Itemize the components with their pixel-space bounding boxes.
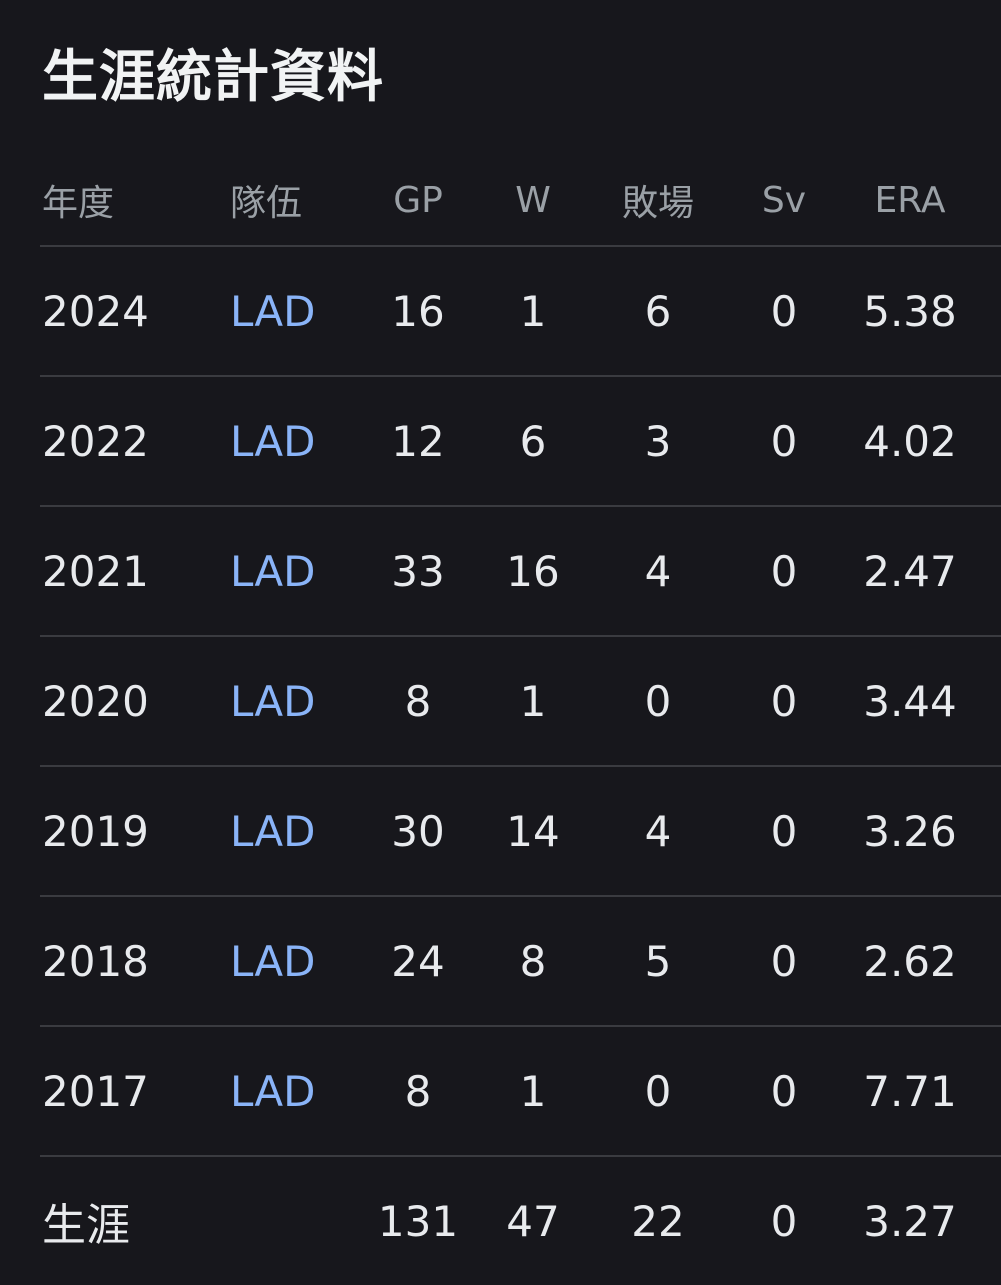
l-cell: 0 xyxy=(644,676,672,726)
gp-cell: 12 xyxy=(391,416,445,466)
table-header-row: 年度 隊伍 GP W 敗場 Sv ERA xyxy=(40,155,1001,245)
sv-cell: 0 xyxy=(770,546,798,596)
header-year: 年度 xyxy=(42,183,115,224)
era-cell: 2.62 xyxy=(863,936,957,986)
w-cell: 1 xyxy=(519,676,547,726)
sv-cell: 0 xyxy=(770,936,798,986)
sv-cell: 0 xyxy=(770,416,798,466)
table-row: 2022 LAD 12 6 3 0 4.02 xyxy=(40,375,1001,505)
gp-cell: 24 xyxy=(391,936,445,986)
table-row: 2019 LAD 30 14 4 0 3.26 xyxy=(40,765,1001,895)
year-cell: 2018 xyxy=(42,936,149,986)
header-l: 敗場 xyxy=(621,183,694,224)
era-cell: 7.71 xyxy=(863,1066,957,1116)
team-link[interactable]: LAD xyxy=(230,416,316,466)
year-cell: 2019 xyxy=(42,806,149,856)
era-cell: 3.26 xyxy=(863,806,957,856)
year-cell: 2020 xyxy=(42,676,149,726)
year-cell: 2022 xyxy=(42,416,149,466)
gp-cell: 16 xyxy=(391,286,445,336)
year-cell: 2024 xyxy=(42,286,149,336)
career-w-cell: 47 xyxy=(506,1196,560,1246)
team-link[interactable]: LAD xyxy=(230,806,316,856)
career-total-row: 生涯 131 47 22 0 3.27 xyxy=(40,1155,1001,1285)
era-cell: 5.38 xyxy=(863,286,957,336)
w-cell: 8 xyxy=(519,936,547,986)
w-cell: 1 xyxy=(519,1066,547,1116)
era-cell: 3.44 xyxy=(863,676,957,726)
career-stats-table: 年度 隊伍 GP W 敗場 Sv ERA 2024 LAD 16 1 6 0 5… xyxy=(40,155,1001,1285)
l-cell: 5 xyxy=(644,936,672,986)
gp-cell: 8 xyxy=(404,676,432,726)
l-cell: 0 xyxy=(644,1066,672,1116)
l-cell: 4 xyxy=(644,546,672,596)
sv-cell: 0 xyxy=(770,1066,798,1116)
team-link[interactable]: LAD xyxy=(230,936,316,986)
table-row: 2020 LAD 8 1 0 0 3.44 xyxy=(40,635,1001,765)
l-cell: 3 xyxy=(644,416,672,466)
w-cell: 1 xyxy=(519,286,547,336)
table-row: 2018 LAD 24 8 5 0 2.62 xyxy=(40,895,1001,1025)
table-row: 2021 LAD 33 16 4 0 2.47 xyxy=(40,505,1001,635)
career-label: 生涯 xyxy=(42,1200,130,1251)
w-cell: 6 xyxy=(519,416,547,466)
gp-cell: 33 xyxy=(391,546,445,596)
career-era-cell: 3.27 xyxy=(863,1196,957,1246)
era-cell: 2.47 xyxy=(863,546,957,596)
page-title: 生涯統計資料 xyxy=(42,45,384,110)
team-link[interactable]: LAD xyxy=(230,286,316,336)
header-era: ERA xyxy=(874,179,946,221)
header-w: W xyxy=(515,179,551,221)
l-cell: 6 xyxy=(644,286,672,336)
team-link[interactable]: LAD xyxy=(230,676,316,726)
career-gp-cell: 131 xyxy=(377,1196,459,1246)
team-link[interactable]: LAD xyxy=(230,1066,316,1116)
career-l-cell: 22 xyxy=(631,1196,685,1246)
header-team: 隊伍 xyxy=(230,183,303,224)
career-sv-cell: 0 xyxy=(770,1196,798,1246)
w-cell: 14 xyxy=(506,806,560,856)
table-row: 2024 LAD 16 1 6 0 5.38 xyxy=(40,245,1001,375)
year-cell: 2021 xyxy=(42,546,149,596)
sv-cell: 0 xyxy=(770,806,798,856)
w-cell: 16 xyxy=(506,546,560,596)
table-row: 2017 LAD 8 1 0 0 7.71 xyxy=(40,1025,1001,1155)
gp-cell: 30 xyxy=(391,806,445,856)
sv-cell: 0 xyxy=(770,286,798,336)
year-cell: 2017 xyxy=(42,1066,149,1116)
gp-cell: 8 xyxy=(404,1066,432,1116)
team-link[interactable]: LAD xyxy=(230,546,316,596)
header-gp: GP xyxy=(393,179,443,221)
header-sv: Sv xyxy=(761,179,807,221)
era-cell: 4.02 xyxy=(863,416,957,466)
l-cell: 4 xyxy=(644,806,672,856)
sv-cell: 0 xyxy=(770,676,798,726)
